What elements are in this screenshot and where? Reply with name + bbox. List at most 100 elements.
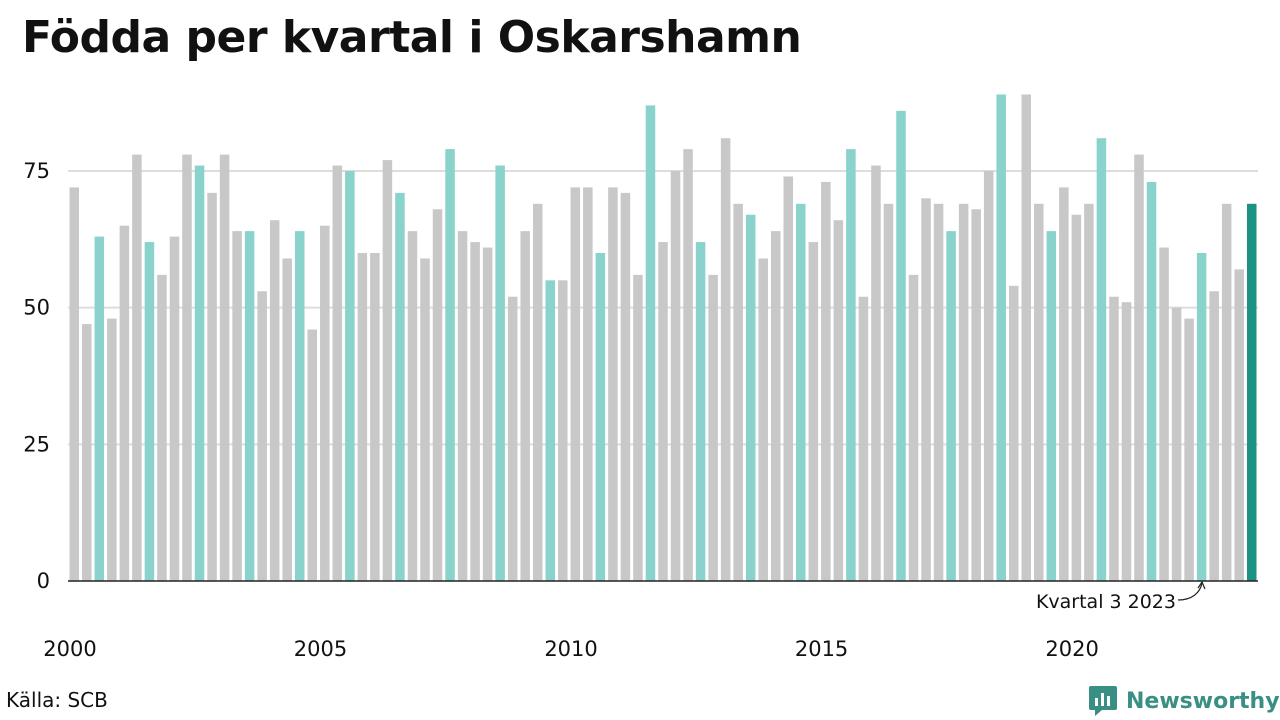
bar [94, 236, 105, 581]
bar [382, 160, 393, 582]
bar [269, 220, 280, 581]
x-tick-label: 2000 [43, 637, 96, 661]
bar [307, 329, 318, 581]
bar [1109, 296, 1119, 581]
bar [570, 187, 581, 581]
bar [1184, 318, 1194, 581]
source-label: Källa: SCB [6, 688, 108, 712]
bar [1046, 231, 1057, 581]
y-tick-label: 0 [37, 569, 50, 593]
annotation-label: Kvartal 3 2023 [1036, 591, 1176, 613]
annotation-arrow [1177, 582, 1203, 601]
brand-name: Newsworthy [1126, 688, 1280, 714]
x-tick-label: 2020 [1045, 637, 1098, 661]
bar [858, 296, 869, 581]
bar [69, 187, 80, 581]
bar [457, 231, 468, 581]
bar [144, 242, 155, 582]
bar [983, 171, 994, 581]
x-axis-labels: 2000 2005 2010 2015 2020 [43, 637, 1099, 661]
bar [407, 231, 418, 581]
chart-title: Födda per kvartal i Oskarshamn [22, 12, 802, 63]
bar [796, 203, 806, 582]
x-tick-label: 2005 [294, 637, 347, 661]
bar [846, 149, 856, 581]
bar [758, 258, 768, 581]
bar [1234, 269, 1244, 581]
bar [608, 187, 618, 581]
bar [1034, 203, 1044, 582]
bar [294, 231, 305, 581]
y-tick-label: 50 [23, 296, 50, 320]
bar [482, 247, 493, 582]
x-tick-label: 2015 [795, 637, 848, 661]
bar [207, 192, 217, 581]
bar [445, 149, 455, 581]
bar [1196, 253, 1207, 581]
y-axis-labels: 0 25 50 75 [23, 159, 50, 593]
bar [1008, 285, 1019, 581]
bar [808, 242, 819, 582]
bar [645, 105, 656, 582]
bar [1246, 203, 1257, 582]
bar [345, 171, 355, 581]
bar [1096, 138, 1107, 581]
bar [157, 274, 167, 581]
bar [532, 203, 543, 582]
bar [658, 242, 668, 582]
bar [395, 192, 405, 581]
bar [946, 231, 956, 581]
bar [507, 296, 518, 581]
bar [257, 291, 267, 581]
bar [1146, 181, 1157, 581]
bar [896, 110, 906, 581]
annotation-arrowhead [1197, 580, 1206, 590]
bar [971, 209, 981, 581]
bar [670, 171, 681, 581]
bar [1021, 94, 1032, 581]
bar [1159, 247, 1169, 582]
newsworthy-icon [1089, 686, 1117, 716]
bar [558, 280, 568, 581]
bar [833, 220, 844, 581]
bar [958, 203, 969, 582]
bar [595, 253, 606, 581]
bar [420, 258, 430, 581]
bar [708, 274, 718, 581]
bar [219, 154, 230, 581]
bar [107, 318, 117, 581]
bar [1134, 154, 1144, 581]
bar [132, 154, 142, 581]
bar [495, 165, 505, 582]
bar [720, 138, 731, 581]
bar [1084, 203, 1094, 582]
bar [933, 203, 944, 582]
bar [921, 198, 931, 582]
bar [182, 154, 192, 581]
bar [470, 242, 480, 582]
bar [232, 231, 242, 581]
x-tick-label: 2010 [544, 637, 597, 661]
bar [332, 165, 343, 582]
bar [370, 253, 380, 581]
bar [620, 192, 631, 581]
bar [1071, 214, 1082, 581]
bar [282, 258, 292, 581]
bar [194, 165, 205, 582]
bar [1221, 203, 1232, 582]
bar [432, 209, 443, 581]
brand-logo: Newsworthy [1088, 684, 1280, 718]
y-tick-label: 25 [23, 432, 50, 456]
bar [357, 253, 368, 581]
bar [908, 274, 919, 581]
bar [745, 214, 756, 581]
bar [1121, 302, 1132, 581]
bar [320, 225, 330, 581]
bar [770, 231, 781, 581]
bar [821, 181, 831, 581]
y-tick-label: 75 [23, 159, 50, 183]
bar [733, 203, 743, 582]
bar [883, 203, 894, 582]
bar [1209, 291, 1219, 581]
